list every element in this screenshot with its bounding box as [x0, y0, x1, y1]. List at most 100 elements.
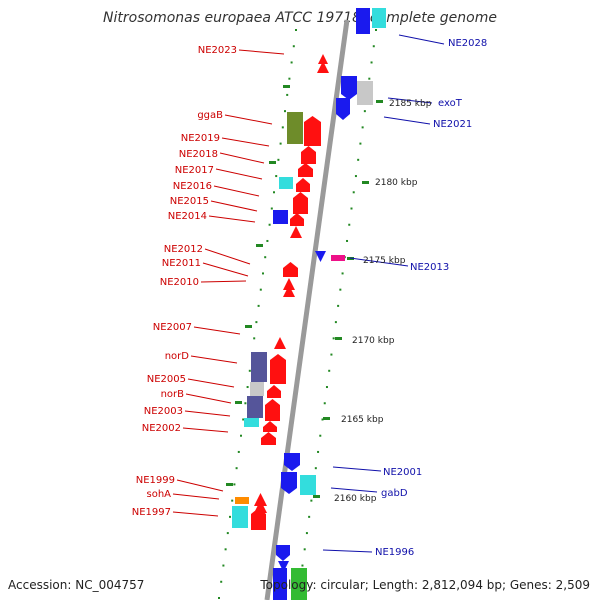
gene-arrow	[263, 421, 277, 432]
tick-dash	[245, 325, 252, 328]
gene-block	[291, 568, 307, 600]
gene-arrow-small	[254, 493, 267, 506]
genome-title: Nitrosomonas europaea ATCC 19718, comple…	[103, 10, 497, 26]
tick-dot	[346, 239, 349, 242]
gene-block	[232, 506, 248, 528]
leader-line	[221, 137, 270, 147]
tick-dot	[257, 304, 260, 307]
tick-dot	[222, 564, 225, 567]
tick-dot-tracks	[218, 29, 383, 599]
gene-block	[273, 210, 288, 224]
tick-dot	[308, 515, 311, 518]
leader-line	[187, 378, 235, 388]
leader-line	[204, 248, 251, 265]
tick-dot	[277, 158, 280, 161]
gene-arrow	[261, 432, 276, 445]
gene-label-left[interactable]: NE1999	[136, 475, 175, 486]
gene-label-left[interactable]: NE2016	[173, 181, 212, 192]
gene-arrow	[336, 98, 350, 120]
gene-label-right[interactable]: NE1996	[375, 547, 414, 558]
gene-arrow-small	[317, 61, 329, 73]
gene-label-right[interactable]: gabD	[381, 488, 408, 499]
tick-dot	[270, 207, 273, 210]
gene-block	[251, 352, 267, 382]
gene-label-left[interactable]: NE2023	[198, 45, 237, 56]
leader-line	[172, 511, 219, 517]
tick-dot	[303, 548, 306, 551]
leader-line	[200, 280, 247, 283]
kbp-position-label: 2170 kbp	[352, 336, 395, 346]
kbp-position-label: 2175 kbp	[363, 256, 406, 266]
gene-arrow	[293, 192, 308, 214]
gene-label-left[interactable]: ggaB	[197, 110, 223, 121]
gene-label-left[interactable]: NE2015	[170, 196, 209, 207]
leader-line	[215, 168, 263, 180]
leader-line	[185, 393, 232, 404]
tick-dot	[359, 142, 362, 145]
gene-arrow	[296, 178, 310, 192]
gene-label-right[interactable]: NE2021	[433, 119, 472, 130]
gene-block	[300, 475, 316, 495]
gene-arrow	[298, 163, 313, 177]
gene-label-left[interactable]: NE2012	[164, 244, 203, 255]
genome-backbone	[264, 19, 350, 600]
tick-dash	[335, 337, 342, 340]
leader-line	[224, 114, 273, 125]
leader-line	[219, 152, 265, 164]
tick-dot	[268, 223, 271, 226]
gene-arrow	[290, 213, 304, 226]
tick-dot	[348, 223, 351, 226]
gene-label-left[interactable]: NE2007	[153, 322, 192, 333]
gene-label-left[interactable]: NE2018	[179, 149, 218, 160]
tick-dot	[275, 175, 278, 178]
leader-line	[193, 326, 241, 335]
gene-label-left[interactable]: norD	[165, 351, 190, 362]
tick-dot	[262, 272, 264, 275]
tick-dot	[231, 499, 234, 502]
gene-label-left[interactable]: NE2003	[144, 406, 183, 417]
gene-label-left[interactable]: NE2017	[175, 165, 214, 176]
gene-arrow	[276, 545, 290, 561]
gene-arrow-small	[290, 226, 302, 238]
gene-features	[232, 8, 386, 600]
tick-dash	[362, 181, 369, 184]
gene-label-left[interactable]: sohA	[146, 489, 171, 500]
gene-label-right[interactable]: NE2013	[410, 262, 449, 273]
gene-arrow-small	[283, 285, 295, 297]
tick-dot	[218, 597, 220, 599]
leader-line	[398, 34, 445, 45]
gene-block	[357, 81, 373, 105]
gene-label-left[interactable]: NE2011	[162, 258, 201, 269]
gene-label-left[interactable]: NE2005	[147, 374, 186, 385]
gene-label-left[interactable]: NE2010	[160, 277, 199, 288]
gene-label-left[interactable]: norB	[161, 389, 185, 400]
leader-line	[190, 355, 238, 364]
leader-line	[322, 549, 373, 553]
tick-dot	[292, 45, 295, 48]
gene-label-right[interactable]: NE2028	[448, 38, 487, 49]
gene-label-right[interactable]: NE2001	[383, 467, 422, 478]
gene-label-left[interactable]: NE2014	[168, 211, 207, 222]
gene-label-left[interactable]: NE2019	[181, 133, 220, 144]
gene-label-left[interactable]: NE1997	[132, 507, 171, 518]
gene-arrow-small	[315, 251, 326, 262]
tick-dot	[354, 175, 357, 178]
gene-block	[244, 418, 259, 427]
tick-dot	[233, 483, 236, 486]
gene-arrow	[265, 399, 280, 421]
tick-dot	[220, 580, 223, 583]
gene-label-right[interactable]: exoT	[438, 98, 463, 109]
tick-dot	[244, 402, 247, 405]
tick-dot	[286, 93, 289, 96]
genome-summary-text: Topology: circular; Length: 2,812,094 bp…	[260, 578, 590, 592]
kbp-position-label: 2180 kbp	[375, 178, 418, 188]
tick-dot	[310, 499, 313, 502]
tick-dot	[319, 434, 322, 437]
tick-dash	[256, 244, 263, 247]
tick-dash	[235, 401, 242, 404]
gene-block	[331, 255, 345, 261]
tick-dot	[321, 418, 324, 421]
gene-label-left[interactable]: NE2002	[142, 423, 181, 434]
leader-line	[332, 466, 382, 472]
